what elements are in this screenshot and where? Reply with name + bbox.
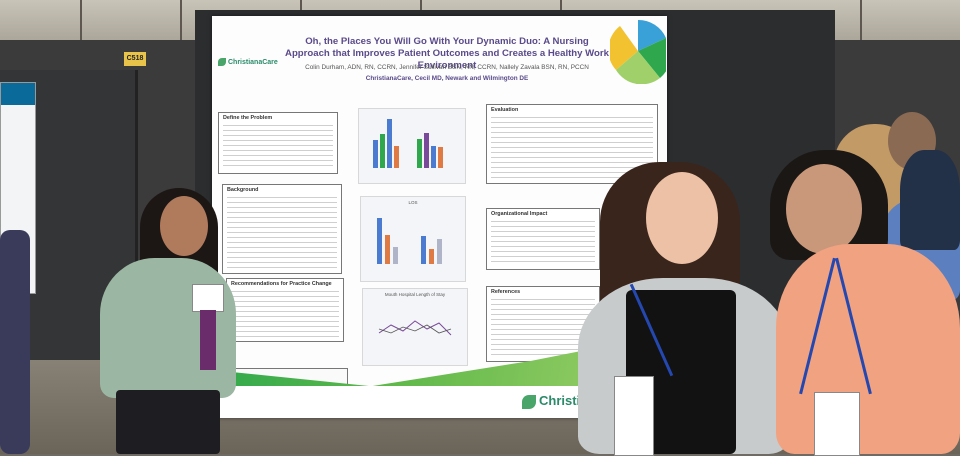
name-badge [192, 284, 224, 312]
background-box: Background [222, 184, 342, 274]
poster-title: Oh, the Places You Will Go With Your Dyn… [285, 36, 609, 71]
name-badge [814, 392, 860, 456]
leaf-icon [522, 394, 536, 409]
line-chart-length-of-stay: Mouth Hospital Length of Stay [362, 288, 468, 366]
poster-authors: Colin Durham, ADN, RN, CCRN, Jennifer Su… [305, 64, 589, 71]
org-impact-box: Organizational Impact [486, 208, 600, 270]
colorful-pinwheel-logo [610, 19, 666, 84]
bar-chart-los: LOS [360, 196, 466, 282]
recommendations-box: Recommendations for Practice Change [226, 278, 344, 342]
badge-ribbons [200, 310, 216, 370]
booth-number-tag: C518 [124, 52, 146, 66]
bar-chart-1 [358, 108, 466, 184]
poster-affiliation: ChristianaCare, Cecil MD, Newark and Wil… [365, 75, 529, 82]
name-badge [614, 376, 654, 456]
leaf-icon [218, 58, 226, 66]
christianacare-footer-logo: Christi [522, 393, 580, 409]
line-series [378, 320, 452, 336]
christianacare-logo: ChristianaCare [218, 58, 278, 66]
bystander-left [0, 230, 30, 454]
define-problem-box: Define the Problem [218, 112, 338, 174]
